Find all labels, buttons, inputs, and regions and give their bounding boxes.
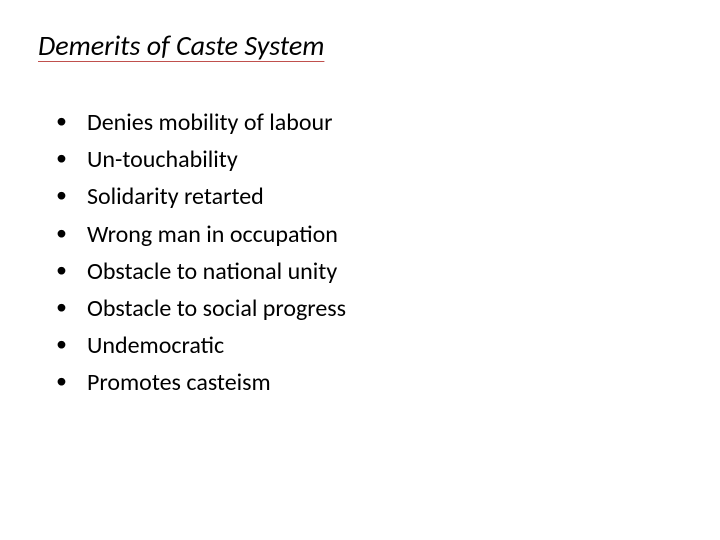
list-item: • Promotes casteism	[56, 367, 682, 398]
bullet-text: Solidarity retarted	[87, 181, 264, 212]
list-item: • Denies mobility of labour	[56, 107, 682, 138]
list-item: • Obstacle to national unity	[56, 256, 682, 287]
bullet-text: Obstacle to social progress	[87, 293, 346, 324]
list-item: • Undemocratic	[56, 330, 682, 361]
bullet-icon: •	[56, 256, 67, 285]
bullet-text: Promotes casteism	[87, 367, 271, 398]
list-item: • Obstacle to social progress	[56, 293, 682, 324]
bullet-icon: •	[56, 293, 67, 322]
list-item: • Solidarity retarted	[56, 181, 682, 212]
bullet-text: Un-touchability	[87, 144, 238, 175]
bullet-icon: •	[56, 144, 67, 173]
bullet-icon: •	[56, 330, 67, 359]
bullet-list: • Denies mobility of labour • Un-touchab…	[38, 107, 682, 399]
slide-container: Demerits of Caste System • Denies mobili…	[0, 0, 720, 540]
bullet-icon: •	[56, 367, 67, 396]
bullet-text: Undemocratic	[87, 330, 224, 361]
bullet-icon: •	[56, 219, 67, 248]
bullet-text: Wrong man in occupation	[87, 219, 338, 250]
bullet-icon: •	[56, 181, 67, 210]
list-item: • Un-touchability	[56, 144, 682, 175]
bullet-text: Denies mobility of labour	[87, 107, 333, 138]
list-item: • Wrong man in occupation	[56, 219, 682, 250]
bullet-text: Obstacle to national unity	[87, 256, 337, 287]
bullet-icon: •	[56, 107, 67, 136]
slide-title: Demerits of Caste System	[38, 28, 682, 63]
